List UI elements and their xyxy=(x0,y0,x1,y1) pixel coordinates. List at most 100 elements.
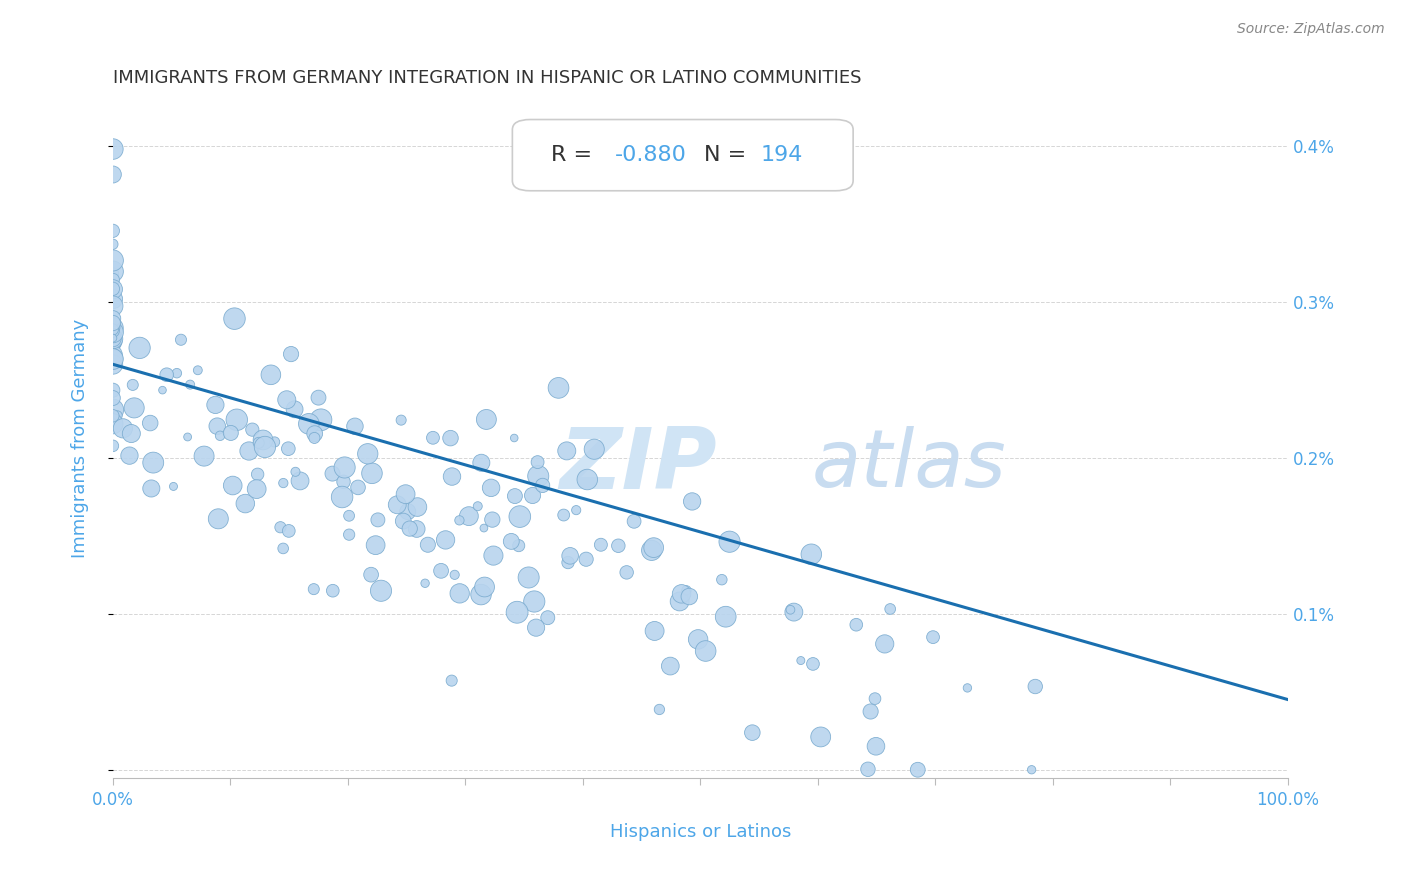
Point xyxy=(277,524,299,538)
Point xyxy=(643,541,665,555)
Point xyxy=(101,142,124,156)
Point xyxy=(522,488,544,502)
Point xyxy=(101,237,124,252)
Point xyxy=(779,603,801,617)
Point xyxy=(482,549,505,563)
Point xyxy=(865,739,887,754)
Point xyxy=(139,416,162,430)
Point xyxy=(688,632,710,647)
Point xyxy=(101,322,124,336)
Point xyxy=(121,378,143,392)
Point xyxy=(240,423,263,437)
Text: -0.880: -0.880 xyxy=(614,145,686,165)
Point xyxy=(575,552,598,566)
Point xyxy=(269,520,291,534)
Point xyxy=(443,567,465,582)
Point xyxy=(370,583,392,598)
Point xyxy=(101,321,124,335)
Point xyxy=(101,348,124,362)
Point xyxy=(246,482,269,496)
Point xyxy=(101,331,124,345)
Point xyxy=(434,533,457,547)
Point xyxy=(101,264,124,278)
Point xyxy=(555,443,578,458)
Point xyxy=(101,402,124,417)
Point xyxy=(671,587,693,601)
Text: IMMIGRANTS FROM GERMANY INTEGRATION IN HISPANIC OR LATINO COMMUNITIES: IMMIGRANTS FROM GERMANY INTEGRATION IN H… xyxy=(112,69,862,87)
Point xyxy=(449,586,471,600)
Point xyxy=(668,594,690,608)
Point xyxy=(640,543,662,558)
Point xyxy=(576,473,599,487)
Point xyxy=(101,273,124,287)
Point xyxy=(508,539,530,553)
Point xyxy=(101,357,124,371)
Point xyxy=(101,266,124,280)
Point xyxy=(101,331,124,345)
Point xyxy=(648,702,671,716)
Point xyxy=(277,442,299,456)
Point xyxy=(101,224,124,238)
Point xyxy=(800,547,823,561)
Point xyxy=(170,333,193,347)
Point xyxy=(101,409,124,423)
Point xyxy=(298,417,321,431)
Point xyxy=(101,352,124,367)
Point xyxy=(396,505,419,519)
Point xyxy=(225,413,247,427)
Point xyxy=(406,500,429,514)
Point xyxy=(288,474,311,488)
Point xyxy=(101,391,124,405)
Point xyxy=(156,368,179,382)
Point xyxy=(284,465,307,479)
Point xyxy=(207,419,229,434)
Y-axis label: Immigrants from Germany: Immigrants from Germany xyxy=(72,318,89,558)
Point xyxy=(387,498,409,512)
Point xyxy=(118,449,141,463)
Point xyxy=(357,447,380,461)
Point xyxy=(845,617,868,632)
Point xyxy=(101,334,124,349)
Point xyxy=(101,316,124,330)
Point xyxy=(439,431,461,445)
Point xyxy=(416,538,439,552)
Point xyxy=(718,534,741,549)
Point xyxy=(474,580,496,594)
Point xyxy=(101,168,124,182)
Point xyxy=(856,762,879,776)
Point xyxy=(503,489,526,503)
Point xyxy=(1021,763,1043,777)
Point xyxy=(503,431,526,445)
Point xyxy=(101,383,124,397)
Point xyxy=(472,521,495,535)
Point xyxy=(526,455,548,469)
Point xyxy=(547,381,569,395)
Point xyxy=(219,425,242,440)
Point xyxy=(616,566,638,580)
Text: atlas: atlas xyxy=(813,426,1007,505)
Text: R =: R = xyxy=(551,145,599,165)
Point xyxy=(122,401,145,415)
Point xyxy=(187,363,209,377)
Point xyxy=(263,434,285,449)
Point xyxy=(524,621,547,635)
Point xyxy=(179,377,201,392)
Point xyxy=(233,497,256,511)
Point xyxy=(107,409,129,423)
Point xyxy=(101,320,124,334)
Point xyxy=(309,413,332,427)
Point xyxy=(801,657,824,671)
Point xyxy=(332,475,354,489)
Point xyxy=(398,522,420,536)
Point xyxy=(523,594,546,608)
Point xyxy=(337,527,360,541)
Point xyxy=(142,456,165,470)
Point xyxy=(333,460,356,475)
Point xyxy=(166,366,188,380)
Point xyxy=(111,421,134,435)
Point xyxy=(253,440,276,454)
Point xyxy=(810,730,832,744)
Point xyxy=(558,549,581,563)
Point xyxy=(162,479,184,493)
Point xyxy=(527,469,550,483)
